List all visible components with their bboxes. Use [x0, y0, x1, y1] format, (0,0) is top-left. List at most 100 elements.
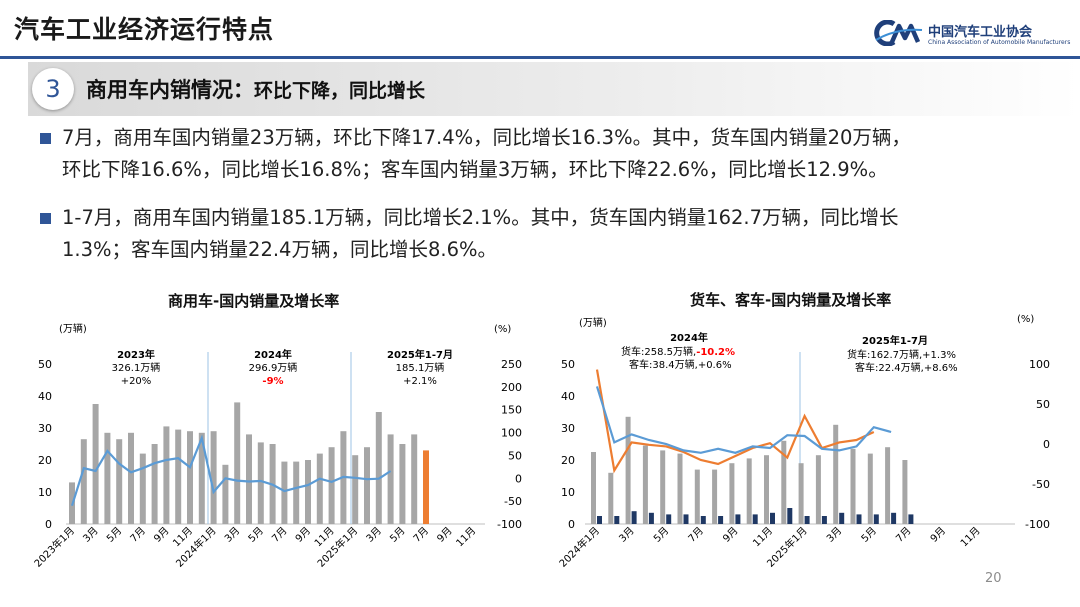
annotation-volume: 326.1万辆: [112, 361, 161, 374]
chart-1-annotation-2024: 2024年 296.9万辆 -9%: [249, 348, 298, 387]
bar-truck-sales: [764, 455, 769, 524]
bar-sales: [175, 429, 182, 524]
x-tick-label: 9月: [293, 525, 313, 545]
bar-sales: [364, 447, 370, 524]
bar-truck-sales: [729, 463, 735, 524]
bar-bus-sales: [700, 516, 706, 524]
x-tick-label: 9月: [151, 525, 171, 545]
chart-2-annotation-2025: 2025年1-7月 货车:162.7万辆,+1.3% 客车:22.4万辆,+8.…: [847, 334, 958, 374]
y-right-tick-label: -100: [497, 518, 522, 531]
y-right-tick-label: 0: [515, 472, 522, 485]
y-right-tick-label: 100: [501, 427, 522, 440]
bar-sales: [151, 444, 158, 524]
bullet-1: 7月，商用车国内销量23万辆，环比下降17.4%，同比增长16.3%。其中，货车…: [40, 122, 1060, 186]
bar-truck-sales: [850, 448, 856, 524]
bar-sales: [257, 442, 264, 524]
bullet-1-line-1: 7月，商用车国内销量23万辆，环比下降17.4%，同比增长16.3%。其中，货车…: [62, 126, 911, 149]
y-left-tick-label: 30: [38, 422, 52, 435]
bar-truck-sales: [746, 458, 752, 524]
bullet-square-icon: [40, 213, 51, 224]
y-right-tick-label: -50: [1032, 478, 1050, 491]
x-tick-label: 5月: [104, 525, 124, 545]
bar-truck-sales: [694, 469, 700, 524]
bar-sales: [128, 432, 134, 524]
y-right-tick-label: 150: [501, 404, 522, 417]
bar-truck-sales: [885, 447, 891, 524]
annotation-volume: 185.1万辆: [396, 361, 445, 374]
bar-truck-sales: [798, 463, 804, 524]
annotation-bus: 客车:38.4万辆,+0.6%: [629, 358, 732, 371]
chart-2-ylabel-right: (%): [1017, 314, 1034, 325]
y-left-tick-label: 20: [561, 454, 575, 467]
section-title: 商用车内销情况：环比下降，同比增长: [86, 74, 425, 104]
bar-bus-sales: [856, 514, 862, 524]
bar-truck-sales: [625, 416, 631, 524]
bar-bus-sales: [718, 516, 724, 524]
bar-truck-sales: [660, 450, 666, 524]
annotation-year: 2023年: [117, 348, 155, 361]
bar-bus-sales: [908, 514, 914, 524]
bar-truck-sales: [781, 440, 787, 524]
bar-sales: [92, 404, 99, 524]
y-left-tick-label: 0: [45, 518, 52, 531]
bar-sales: [246, 434, 252, 524]
bar-sales-highlight: [423, 450, 429, 524]
y-right-tick-label: -100: [1025, 518, 1050, 531]
bar-sales: [210, 431, 217, 524]
bar-bus-sales: [873, 514, 879, 524]
bar-bus-sales: [614, 516, 620, 524]
bar-bus-sales: [839, 512, 845, 524]
bar-bus-sales: [891, 512, 897, 524]
bar-sales: [305, 460, 311, 524]
chart-2-ylabel-left: (万辆): [579, 316, 607, 329]
y-right-tick-label: 250: [501, 358, 522, 371]
x-tick-label: 3月: [617, 525, 637, 545]
bar-bus-sales: [770, 512, 775, 524]
bullet-2-line-1: 1-7月，商用车国内销量185.1万辆，同比增长2.1%。其中，货车国内销量16…: [62, 206, 899, 229]
annotation-year: 2025年1-7月: [387, 348, 453, 361]
y-left-tick-label: 50: [38, 358, 52, 371]
x-tick-label: 3月: [81, 525, 101, 545]
x-tick-label: 3月: [364, 525, 384, 545]
x-tick-label: 2023年1月: [31, 524, 77, 570]
y-left-tick-label: 30: [561, 422, 575, 435]
y-left-tick-label: 20: [38, 454, 52, 467]
y-right-tick-label: -50: [504, 495, 522, 508]
bar-truck-sales: [608, 472, 614, 524]
x-tick-label: 5月: [246, 525, 266, 545]
bar-bus-sales: [804, 516, 810, 524]
y-right-tick-label: 200: [501, 381, 522, 394]
logo: 中国汽车工业协会 China Association of Automobile…: [872, 20, 1070, 54]
x-tick-label: 9月: [435, 525, 455, 545]
annotation-growth: -9%: [262, 376, 283, 387]
bar-bus-sales: [821, 516, 827, 524]
bar-bus-sales: [787, 508, 793, 524]
y-left-tick-label: 10: [561, 486, 575, 499]
header-divider: [0, 56, 1080, 59]
annotation-year: 2024年: [670, 331, 708, 344]
x-tick-label: 11月: [454, 525, 479, 550]
chart-2-annotation-2024: 2024年 货车:258.5万辆,-10.2% 客车:38.4万辆,+0.6%: [621, 331, 735, 371]
x-tick-label: 7月: [269, 525, 289, 545]
annotation-growth: +2.1%: [403, 376, 437, 387]
bar-truck-sales: [902, 460, 908, 524]
bar-sales: [116, 439, 123, 524]
bar-sales: [387, 434, 394, 524]
chart-commercial-vehicles: (万辆) (%) 0 10 20 30 40 50 -100 -50 0 50 100 150 200…: [31, 322, 522, 570]
bar-sales: [375, 412, 382, 524]
bar-sales: [104, 432, 111, 524]
bar-truck-sales: [867, 453, 873, 524]
chart-2-truck-growth-line: [595, 369, 875, 474]
chart-1-annotation-2025: 2025年1-7月 185.1万辆 +2.1%: [387, 348, 453, 387]
bar-sales: [80, 439, 87, 524]
bar-bus-sales: [683, 514, 689, 524]
annotation-year: 2024年: [254, 348, 292, 361]
annotation-truck: 货车:162.7万辆,+1.3%: [847, 348, 956, 361]
annotation-bus: 客车:22.4万辆,+8.6%: [855, 361, 958, 374]
y-right-tick-label: 0: [1043, 438, 1050, 451]
annotation-volume: 296.9万辆: [249, 361, 298, 374]
bar-sales: [316, 453, 323, 524]
bar-bus-sales: [648, 512, 654, 524]
x-tick-label: 11月: [751, 525, 776, 550]
x-tick-label: 3月: [824, 525, 844, 545]
